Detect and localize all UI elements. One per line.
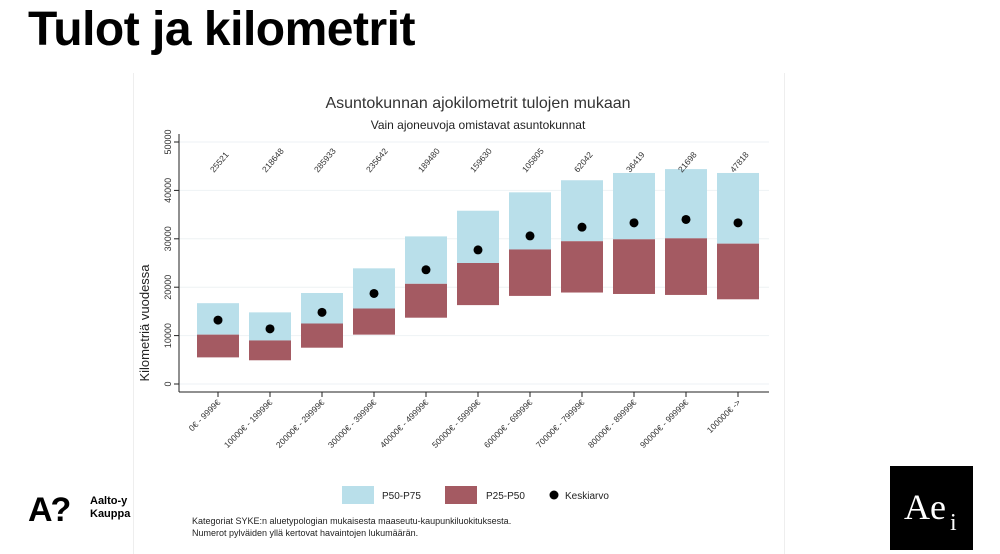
count-label: 159630 — [468, 146, 494, 174]
bar-p50-p75 — [717, 172, 759, 244]
count-label: 47818 — [728, 150, 751, 175]
aalto-logo-text-2: Kauppa — [90, 508, 131, 520]
bar-p50-p75 — [665, 169, 707, 239]
slide-title: Tulot ja kilometrit — [28, 3, 415, 56]
legend-label-mean: Keskiarvo — [565, 491, 609, 502]
legend: P50-P75 P25-P50 Keskiarvo — [342, 486, 609, 504]
chart-title: Asuntokunnan ajokilometrit tulojen mukaa… — [325, 95, 630, 112]
aei-logo-text: Ae — [904, 487, 946, 527]
mean-marker — [369, 288, 379, 298]
bar-p50-p75 — [561, 180, 603, 242]
y-axis-label: Kilometriä vuodessa — [137, 264, 152, 382]
count-label: 62042 — [572, 150, 595, 175]
y-tick-label: 10000 — [163, 323, 173, 348]
mean-marker — [265, 324, 275, 334]
bar-p50-p75 — [353, 268, 395, 309]
y-tick-label: 0 — [163, 381, 173, 386]
aalto-logo: A? Aalto-y Kauppa — [28, 492, 133, 528]
x-tick-label: 50000€ - 59999€ — [430, 397, 483, 450]
bar-p25-p50 — [301, 323, 343, 348]
bar-p50-p75 — [509, 192, 551, 250]
aei-logo: Ae i — [890, 466, 973, 550]
bar-p25-p50 — [405, 283, 447, 318]
mean-marker — [213, 315, 223, 325]
x-tick-label: 10000€ - 19999€ — [222, 397, 275, 450]
bar-p25-p50 — [561, 241, 603, 293]
mean-marker — [525, 231, 535, 241]
chart-svg: Asuntokunnan ajokilometrit tulojen mukaa… — [137, 95, 769, 538]
x-tick-label: 40000€ - 49999€ — [378, 397, 431, 450]
x-tick-label: 100000€ -> — [705, 397, 743, 435]
bar-p25-p50 — [509, 249, 551, 296]
bar-p50-p75 — [405, 236, 447, 284]
count-label: 235642 — [364, 146, 390, 174]
legend-swatch-p50-p75 — [342, 486, 374, 504]
y-tick-label: 30000 — [163, 226, 173, 251]
mean-marker — [577, 222, 587, 232]
bar-p25-p50 — [457, 263, 499, 306]
x-tick-label: 70000€ - 79999€ — [534, 397, 587, 450]
count-label: 105805 — [520, 146, 546, 174]
count-label: 25521 — [208, 150, 231, 175]
bar-p25-p50 — [197, 334, 239, 358]
aalto-logo-mark: A? — [28, 492, 71, 528]
count-label: 36419 — [624, 150, 647, 175]
legend-label-p25-p50: P25-P50 — [486, 491, 525, 502]
mean-marker — [733, 218, 743, 228]
legend-marker-mean — [549, 490, 559, 500]
legend-label-p50-p75: P50-P75 — [382, 491, 421, 502]
bar-p25-p50 — [717, 243, 759, 300]
bar-p25-p50 — [353, 308, 395, 335]
bar-p50-p75 — [457, 210, 499, 263]
mean-marker — [629, 218, 639, 228]
count-label: 218648 — [260, 146, 286, 174]
x-tick-label: 30000€ - 39999€ — [326, 397, 379, 450]
count-label: 189480 — [416, 146, 442, 174]
bar-p25-p50 — [613, 239, 655, 294]
aalto-logo-text: Aalto-y Kauppa — [90, 495, 130, 521]
bar-p50-p75 — [613, 172, 655, 240]
mean-marker — [421, 265, 431, 275]
x-tick-label: 80000€ - 89999€ — [586, 397, 639, 450]
aei-logo-sub: i — [950, 510, 957, 536]
x-tick-label: 0€ - 9999€ — [187, 397, 223, 433]
y-tick-label: 40000 — [163, 178, 173, 203]
mean-marker — [473, 245, 483, 255]
y-tick-label: 20000 — [163, 275, 173, 300]
mean-marker — [317, 307, 327, 317]
chart-note-2: Numerot pylväiden yllä kertovat havainto… — [192, 528, 418, 538]
aalto-logo-text-1: Aalto-y — [90, 495, 128, 507]
chart-note-1: Kategoriat SYKE:n aluetypologian mukaise… — [192, 516, 511, 526]
bar-p25-p50 — [249, 340, 291, 361]
y-tick-label: 50000 — [163, 129, 173, 154]
legend-swatch-p25-p50 — [445, 486, 477, 504]
chart-subtitle: Vain ajoneuvoja omistavat asuntokunnat — [371, 118, 586, 132]
bar-p25-p50 — [665, 238, 707, 295]
chart: Asuntokunnan ajokilometrit tulojen mukaa… — [133, 73, 785, 554]
x-tick-label: 60000€ - 69999€ — [482, 397, 535, 450]
x-tick-label: 20000€ - 29999€ — [274, 397, 327, 450]
count-label: 285933 — [312, 146, 338, 174]
x-tick-label: 90000€ - 99999€ — [638, 397, 691, 450]
mean-marker — [681, 214, 691, 224]
